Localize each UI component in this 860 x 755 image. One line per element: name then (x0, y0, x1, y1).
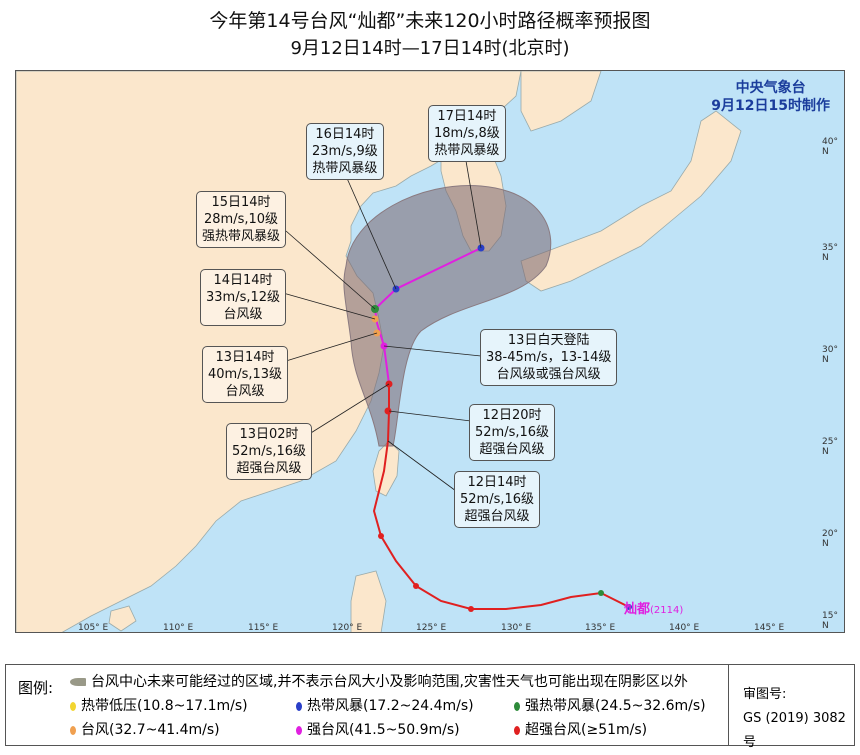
hainan (108, 605, 137, 632)
lon-label: 130° E (501, 623, 532, 633)
approval-number: 审图号: GS (2019) 3082号 (728, 665, 854, 750)
legend-item: 台风(32.7~41.4m/s) (70, 719, 220, 739)
forecast-map: 中央气象台 9月12日15时制作 17日14时 18m/s,8级 热带风暴级 16日… (15, 70, 845, 633)
super-typhoon-icon (514, 725, 520, 735)
tropical-depression-icon (70, 701, 76, 711)
lat-label: 40° N (822, 137, 838, 157)
lon-label: 135° E (585, 623, 616, 633)
typhoon-icon (70, 725, 76, 735)
lat-label: 25° N (822, 437, 838, 457)
lon-label: 115° E (248, 623, 279, 633)
legend: 图例: 台风中心未来可能经过的区域,并不表示台风大小及影响范围,灾害性天气也可能… (5, 664, 855, 750)
legend-item: 超强台风(≥51m/s) (514, 719, 647, 739)
taiwan (372, 440, 400, 497)
callout-landfall: 13日白天登陆 38-45m/s，13-14级 台风级或强台风级 (480, 329, 618, 386)
lat-label: 35° N (822, 243, 838, 263)
map-subtitle: 9月12日14时—17日14时(北京时) (290, 38, 570, 59)
lat-label: 20° N (822, 529, 838, 549)
callout-16d: 16日14时 23m/s,9级 热带风暴级 (306, 123, 384, 180)
lon-label: 105° E (78, 623, 109, 633)
legend-item: 热带风暴(17.2~24.4m/s) (296, 695, 474, 715)
callout-17d: 17日14时 18m/s,8级 热带风暴级 (428, 105, 506, 162)
legend-item: 热带低压(10.8~17.1m/s) (70, 695, 248, 715)
callout-12d-14h: 12日14时 52m/s,16级 超强台风级 (454, 471, 541, 528)
severe-tropical-storm-icon (514, 701, 520, 711)
map-title: 今年第14号台风“灿都”未来120小时路径概率预报图 (209, 10, 651, 32)
legend-area: 台风中心未来可能经过的区域,并不表示台风大小及影响范围,灾害性天气也可能出现在阴… (70, 671, 688, 691)
lon-label: 125° E (416, 623, 447, 633)
callout-14d: 14日14时 33m/s,12级 台风级 (200, 269, 287, 326)
callout-13d-02h: 13日02时 52m/s,16级 超强台风级 (226, 423, 313, 480)
made-time: 9月12日15时制作 (711, 98, 830, 114)
severe-typhoon-icon (296, 725, 302, 735)
legend-item: 强热带风暴(24.5~32.6m/s) (514, 695, 706, 715)
legend-item: 强台风(41.5~50.9m/s) (296, 719, 460, 739)
philippines (350, 570, 387, 632)
agency-name: 中央气象台 (735, 80, 806, 96)
agency-stamp: 中央气象台 9月12日15时制作 (711, 79, 830, 115)
probability-cone (343, 185, 552, 447)
cone-icon (70, 678, 86, 686)
lon-label: 140° E (669, 623, 700, 633)
lon-label: 110° E (163, 623, 194, 633)
callout-15d: 15日14时 28m/s,10级 强热带风暴级 (196, 191, 287, 248)
storm-label: 灿都(2114) (624, 602, 684, 617)
callout-13d-14h: 13日14时 40m/s,13级 台风级 (202, 346, 289, 403)
tropical-storm-icon (296, 701, 302, 711)
legend-heading: 图例: (18, 679, 54, 697)
lat-label: 30° N (822, 345, 838, 365)
callout-leaders (275, 160, 482, 492)
lon-label: 145° E (754, 623, 785, 633)
japan (520, 110, 742, 292)
hokkaido-russia (520, 71, 602, 132)
lon-label: 120° E (332, 623, 363, 633)
lat-label: 15° N (822, 611, 838, 631)
callout-12d-20h: 12日20时 52m/s,16级 超强台风级 (469, 404, 556, 461)
